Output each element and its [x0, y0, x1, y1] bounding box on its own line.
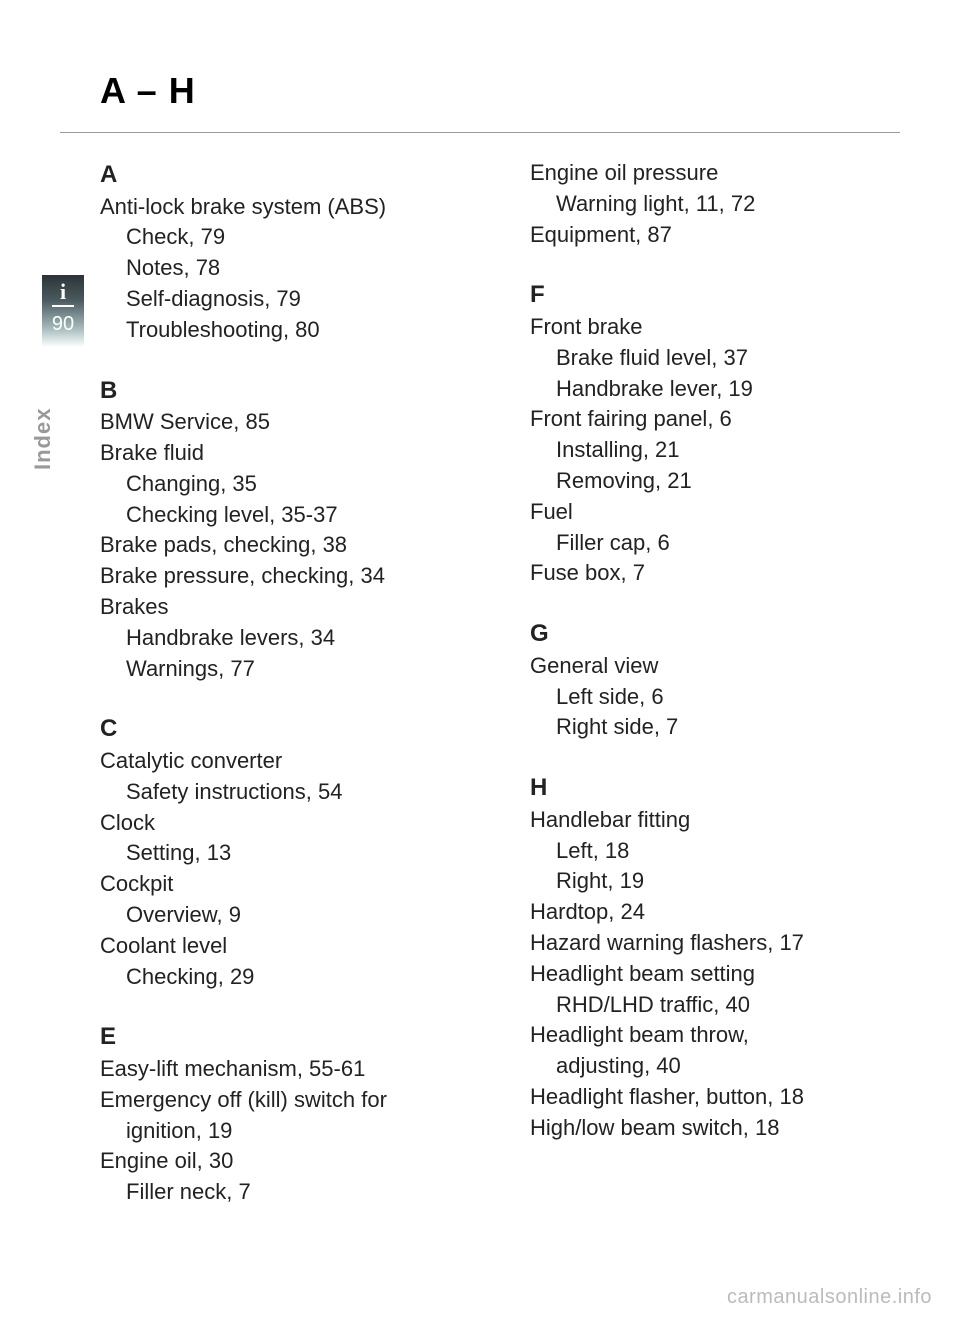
- right-column: Engine oil pressure Warning light, 11, 7…: [530, 158, 900, 1208]
- index-entry: Headlight beam setting: [530, 959, 900, 990]
- index-entry: Engine oil pressure: [530, 158, 900, 189]
- index-subentry: Warning light, 11, 72: [530, 189, 900, 220]
- index-entry: General view: [530, 651, 900, 682]
- page-number: 90: [52, 313, 74, 336]
- index-subentry: Troubleshooting, 80: [100, 315, 470, 346]
- index-subentry: Self-diagnosis, 79: [100, 284, 470, 315]
- index-subentry: Right, 19: [530, 866, 900, 897]
- index-entry: Headlight flasher, button, 18: [530, 1082, 900, 1113]
- info-icon: i: [60, 281, 66, 303]
- index-subentry: Changing, 35: [100, 469, 470, 500]
- index-entry: Brake pressure, checking, 34: [100, 561, 470, 592]
- watermark: carmanualsonline.info: [727, 1286, 932, 1309]
- index-entry: BMW Service, 85: [100, 407, 470, 438]
- index-subentry: Safety instructions, 54: [100, 777, 470, 808]
- index-subentry: Right side, 7: [530, 712, 900, 743]
- index-subentry: Check, 79: [100, 222, 470, 253]
- index-subentry: Warnings, 77: [100, 654, 470, 685]
- index-subentry: Filler cap, 6: [530, 528, 900, 559]
- index-subentry: Left, 18: [530, 836, 900, 867]
- index-subentry: adjusting, 40: [530, 1051, 900, 1082]
- index-entry: Engine oil, 30: [100, 1146, 470, 1177]
- index-subentry: Checking, 29: [100, 962, 470, 993]
- index-entry: Catalytic converter: [100, 746, 470, 777]
- index-entry: Hardtop, 24: [530, 897, 900, 928]
- index-entry: Easy-lift mechanism, 55-61: [100, 1054, 470, 1085]
- letter-b: B: [100, 374, 470, 408]
- index-entry: Brake fluid: [100, 438, 470, 469]
- index-subentry: Setting, 13: [100, 838, 470, 869]
- index-subentry: Notes, 78: [100, 253, 470, 284]
- index-subentry: Left side, 6: [530, 682, 900, 713]
- index-entry: Cockpit: [100, 869, 470, 900]
- letter-h: H: [530, 771, 900, 805]
- index-entry: High/low beam switch, 18: [530, 1113, 900, 1144]
- index-content: A Anti-lock brake system (ABS) Check, 79…: [0, 158, 960, 1208]
- index-subentry: Filler neck, 7: [100, 1177, 470, 1208]
- underline-icon: [52, 305, 74, 307]
- index-subentry: Removing, 21: [530, 466, 900, 497]
- letter-f: F: [530, 278, 900, 312]
- index-entry: Fuel: [530, 497, 900, 528]
- index-entry: Clock: [100, 808, 470, 839]
- index-subentry: Handbrake lever, 19: [530, 374, 900, 405]
- index-subentry: Brake fluid level, 37: [530, 343, 900, 374]
- index-entry: Hazard warning flashers, 17: [530, 928, 900, 959]
- index-entry: Emergency off (kill) switch for: [100, 1085, 470, 1116]
- index-subentry: RHD/LHD traffic, 40: [530, 990, 900, 1021]
- letter-g: G: [530, 617, 900, 651]
- left-column: A Anti-lock brake system (ABS) Check, 79…: [100, 158, 470, 1208]
- letter-e: E: [100, 1020, 470, 1054]
- index-subentry: Handbrake levers, 34: [100, 623, 470, 654]
- letter-a: A: [100, 158, 470, 192]
- index-entry: Front fairing panel, 6: [530, 404, 900, 435]
- divider: [60, 132, 900, 133]
- index-subentry: ignition, 19: [100, 1116, 470, 1147]
- side-tab: i 90: [42, 275, 84, 347]
- index-entry: Equipment, 87: [530, 220, 900, 251]
- index-subentry: Installing, 21: [530, 435, 900, 466]
- section-label: Index: [30, 408, 56, 470]
- index-subentry: Checking level, 35-37: [100, 500, 470, 531]
- index-entry: Fuse box, 7: [530, 558, 900, 589]
- index-entry: Front brake: [530, 312, 900, 343]
- index-entry: Headlight beam throw,: [530, 1020, 900, 1051]
- index-entry: Anti-lock brake system (ABS): [100, 192, 470, 223]
- tab-badge: i 90: [42, 275, 84, 347]
- letter-c: C: [100, 712, 470, 746]
- index-entry: Coolant level: [100, 931, 470, 962]
- index-entry: Brake pads, checking, 38: [100, 530, 470, 561]
- index-subentry: Overview, 9: [100, 900, 470, 931]
- page-title: A – H: [0, 0, 960, 132]
- index-entry: Brakes: [100, 592, 470, 623]
- index-entry: Handlebar fitting: [530, 805, 900, 836]
